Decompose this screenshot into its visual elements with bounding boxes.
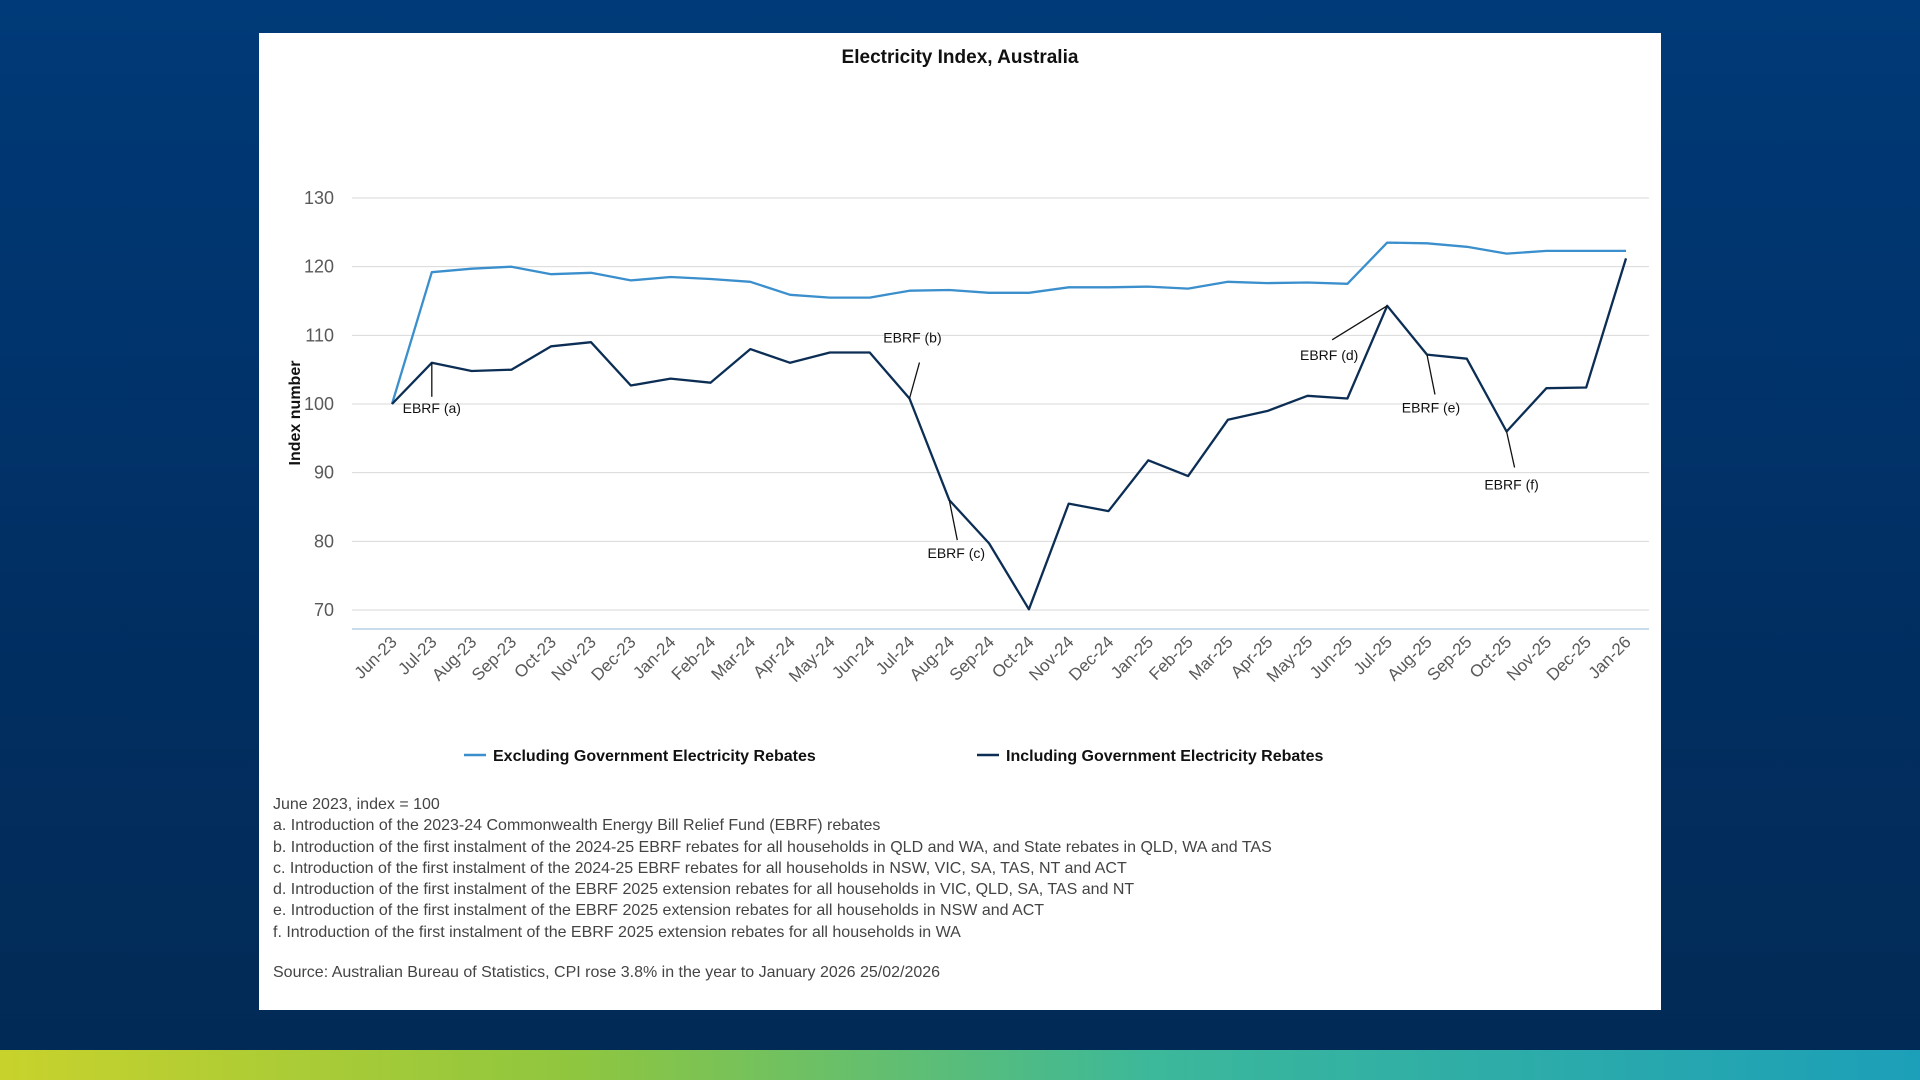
- annotation-label: EBRF (b): [883, 330, 941, 346]
- x-tick-label: Feb-24: [668, 632, 720, 684]
- source-note: Source: Australian Bureau of Statistics,…: [273, 964, 941, 981]
- x-tick-label: Feb-25: [1145, 632, 1197, 684]
- y-tick-label: 80: [314, 531, 334, 551]
- annotation-leader-line: [1426, 354, 1436, 395]
- series-line-excluding-rebates: [390, 241, 1626, 405]
- legend: Excluding Government Electricity Rebates…: [464, 748, 1324, 765]
- note-a: a. Introduction of the 2023-24 Commonwea…: [273, 817, 881, 835]
- y-tick-label: 70: [314, 600, 334, 620]
- chart-title: Electricity Index, Australia: [841, 47, 1079, 68]
- series-line-including-rebates: [391, 258, 1628, 611]
- note-base: June 2023, index = 100: [273, 796, 440, 813]
- note-e: e. Introduction of the first instalment …: [273, 902, 1045, 920]
- y-tick-label: 110: [305, 325, 334, 345]
- x-tick-label: Jun-24: [828, 632, 878, 682]
- x-tick-label: Jan-26: [1585, 632, 1635, 682]
- annotation-leader-line: [908, 362, 921, 399]
- y-tick-label: 120: [304, 257, 334, 277]
- annotation-leader-line: [1331, 305, 1388, 341]
- x-tick-label: Dec-25: [1543, 632, 1595, 684]
- y-tick-label: 130: [304, 188, 334, 208]
- y-axis-title: Index number: [287, 361, 304, 466]
- note-d: d. Introduction of the first instalment …: [273, 881, 1135, 899]
- series-lines: [390, 241, 1628, 611]
- x-tick-label: Sep-23: [468, 632, 520, 684]
- legend-label: Including Government Electricity Rebates: [1006, 748, 1324, 765]
- legend-label: Excluding Government Electricity Rebates: [493, 748, 816, 765]
- x-tick-label: Jun-25: [1306, 632, 1356, 682]
- note-c: c. Introduction of the first instalment …: [273, 859, 1127, 877]
- annotation-label: EBRF (a): [403, 400, 461, 416]
- annotation-label: EBRF (d): [1300, 347, 1358, 363]
- x-tick-label: Jun-23: [351, 632, 401, 682]
- x-tick-label: Mar-24: [708, 632, 760, 684]
- note-f: f. Introduction of the first instalment …: [273, 923, 961, 941]
- x-tick-label: Mar-25: [1185, 632, 1237, 684]
- annotation-label: EBRF (e): [1402, 400, 1460, 416]
- annotation-label: EBRF (c): [928, 545, 986, 561]
- y-tick-label: 100: [304, 394, 334, 414]
- x-tick-label: Dec-23: [587, 632, 639, 684]
- chart-card: Electricity Index, Australia 70 80 90 100 11…: [259, 33, 1661, 1010]
- annotation-leader-line: [1505, 431, 1516, 468]
- annotation-leader-line: [948, 500, 958, 541]
- gridlines: [352, 197, 1649, 611]
- annotation-label: EBRF (f): [1484, 476, 1538, 492]
- x-tick-label: Sep-25: [1423, 632, 1475, 684]
- chart-notes: June 2023, index = 100 a. Introduction o…: [273, 794, 1653, 943]
- y-tick-label: 90: [314, 463, 334, 483]
- note-b: b. Introduction of the first instalment …: [273, 838, 1272, 856]
- x-tick-label: Sep-24: [946, 632, 998, 684]
- x-tick-label: Dec-24: [1065, 632, 1117, 684]
- brand-color-stripe: [0, 1050, 1920, 1080]
- annotations: EBRF (a) EBRF (b) EBRF (c) EBRF (d) EBRF (e)…: [403, 305, 1539, 561]
